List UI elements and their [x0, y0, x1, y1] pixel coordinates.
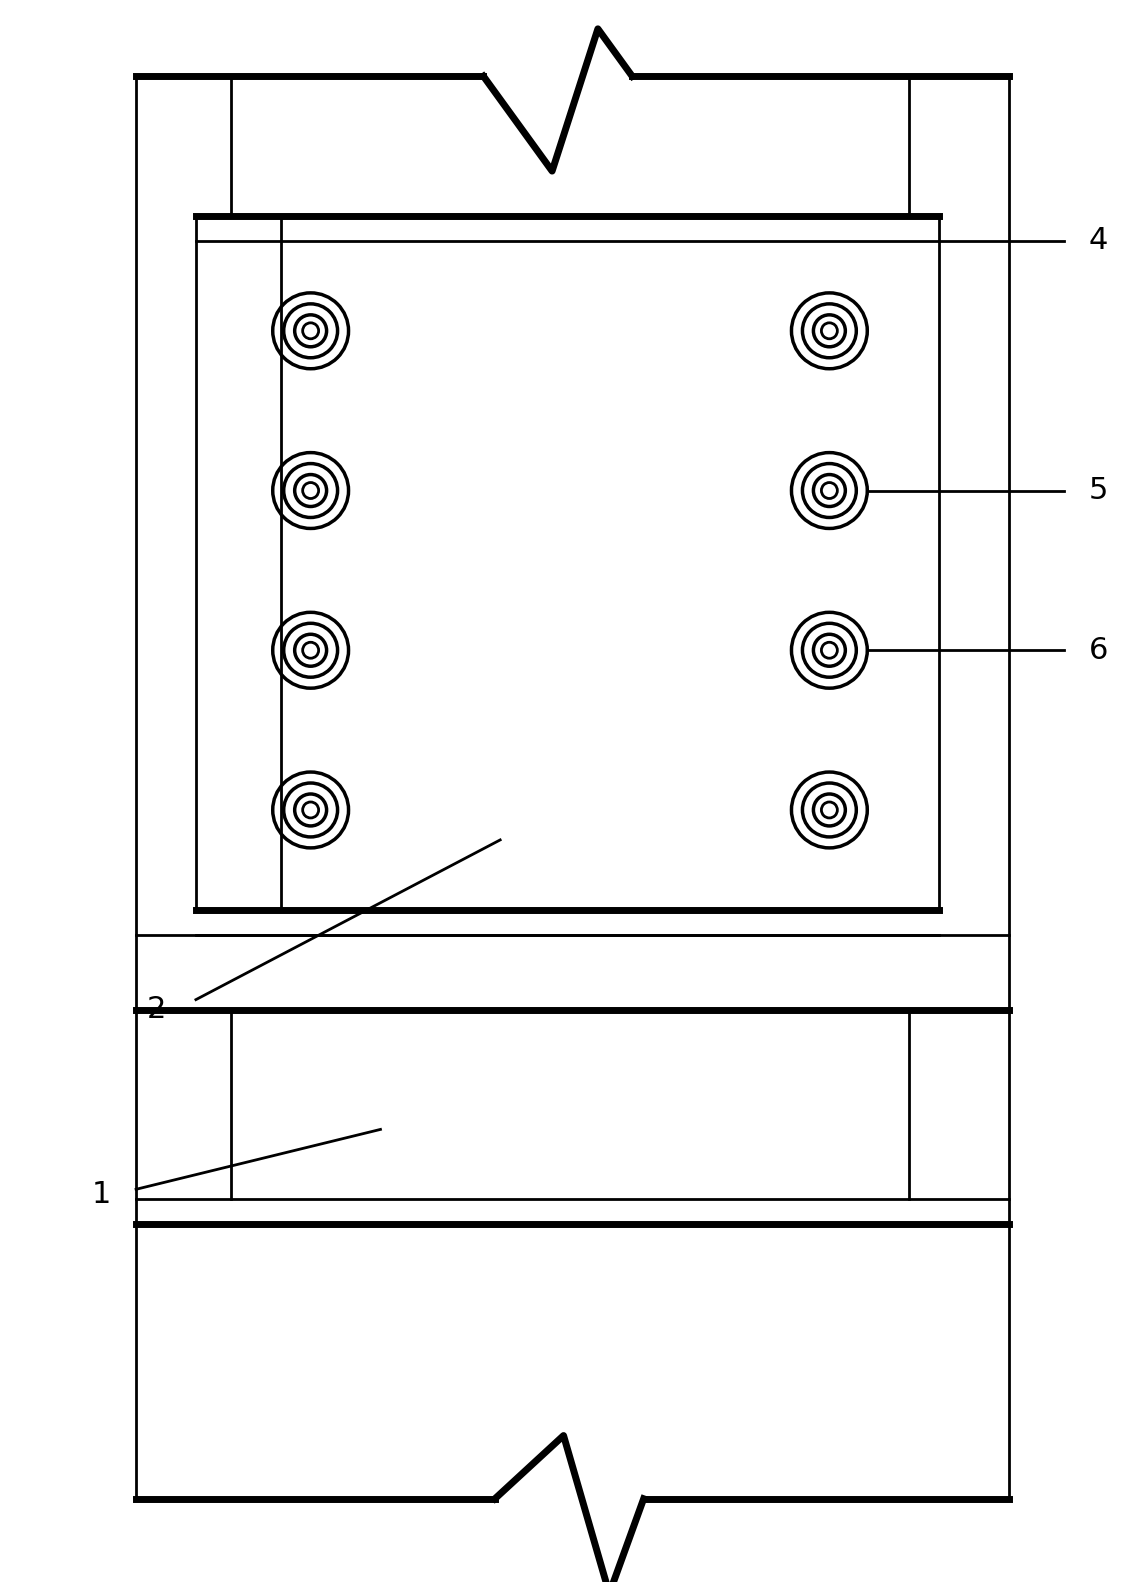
Text: 2: 2	[147, 996, 166, 1024]
Text: 4: 4	[1089, 226, 1108, 255]
Text: 1: 1	[92, 1179, 111, 1209]
Text: 6: 6	[1089, 636, 1108, 665]
Text: 5: 5	[1089, 476, 1108, 505]
